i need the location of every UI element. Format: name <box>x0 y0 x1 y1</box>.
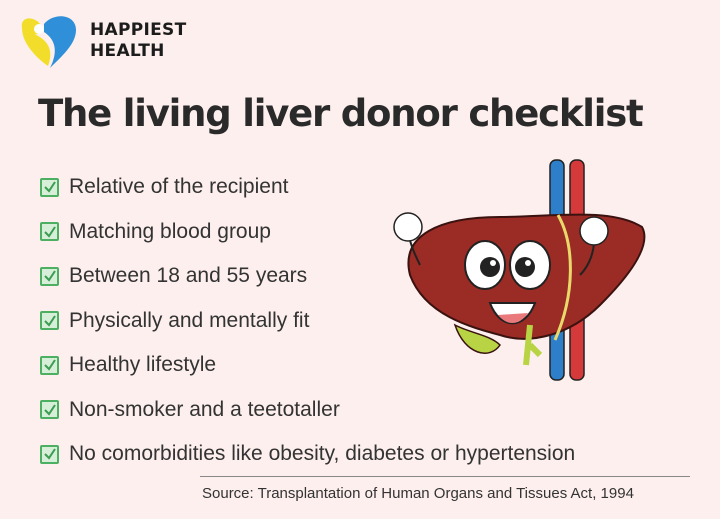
checkbox-checked-icon <box>40 355 59 375</box>
checklist-item: Relative of the recipient <box>40 165 575 210</box>
checklist-item: Non-smoker and a teetotaller <box>40 388 575 433</box>
checklist-item: Between 18 and 55 years <box>40 254 575 299</box>
checkbox-checked-icon <box>40 222 59 242</box>
divider <box>200 476 690 477</box>
checklist-item: No comorbidities like obesity, diabetes … <box>40 432 575 477</box>
checkbox-checked-icon <box>40 177 59 197</box>
checklist-item-label: Healthy lifestyle <box>69 353 217 377</box>
checklist-item: Matching blood group <box>40 210 575 255</box>
checklist: Relative of the recipient Matching blood… <box>40 165 575 477</box>
checkbox-checked-icon <box>40 400 59 420</box>
liver-cartoon-illustration <box>393 159 646 381</box>
checkbox-checked-icon <box>40 444 59 464</box>
page-title: The living liver donor checklist <box>38 92 644 135</box>
brand-name: HAPPIEST HEALTH <box>90 20 186 62</box>
checklist-item-label: No comorbidities like obesity, diabetes … <box>69 442 576 466</box>
checklist-item-label: Physically and mentally fit <box>69 308 310 332</box>
brand-line-2: HEALTH <box>90 41 165 61</box>
happiest-health-logo <box>21 16 76 68</box>
checklist-item-label: Non-smoker and a teetotaller <box>69 397 340 421</box>
checklist-item: Physically and mentally fit <box>40 299 575 344</box>
checklist-item: Healthy lifestyle <box>40 343 575 388</box>
brand-line-1: HAPPIEST <box>90 20 187 40</box>
checklist-item-label: Between 18 and 55 years <box>69 264 308 288</box>
checkbox-checked-icon <box>40 266 59 286</box>
checkbox-checked-icon <box>40 311 59 331</box>
checklist-item-label: Matching blood group <box>69 219 271 243</box>
source-note: Source: Transplantation of Human Organs … <box>202 485 634 502</box>
checklist-item-label: Relative of the recipient <box>69 175 289 199</box>
